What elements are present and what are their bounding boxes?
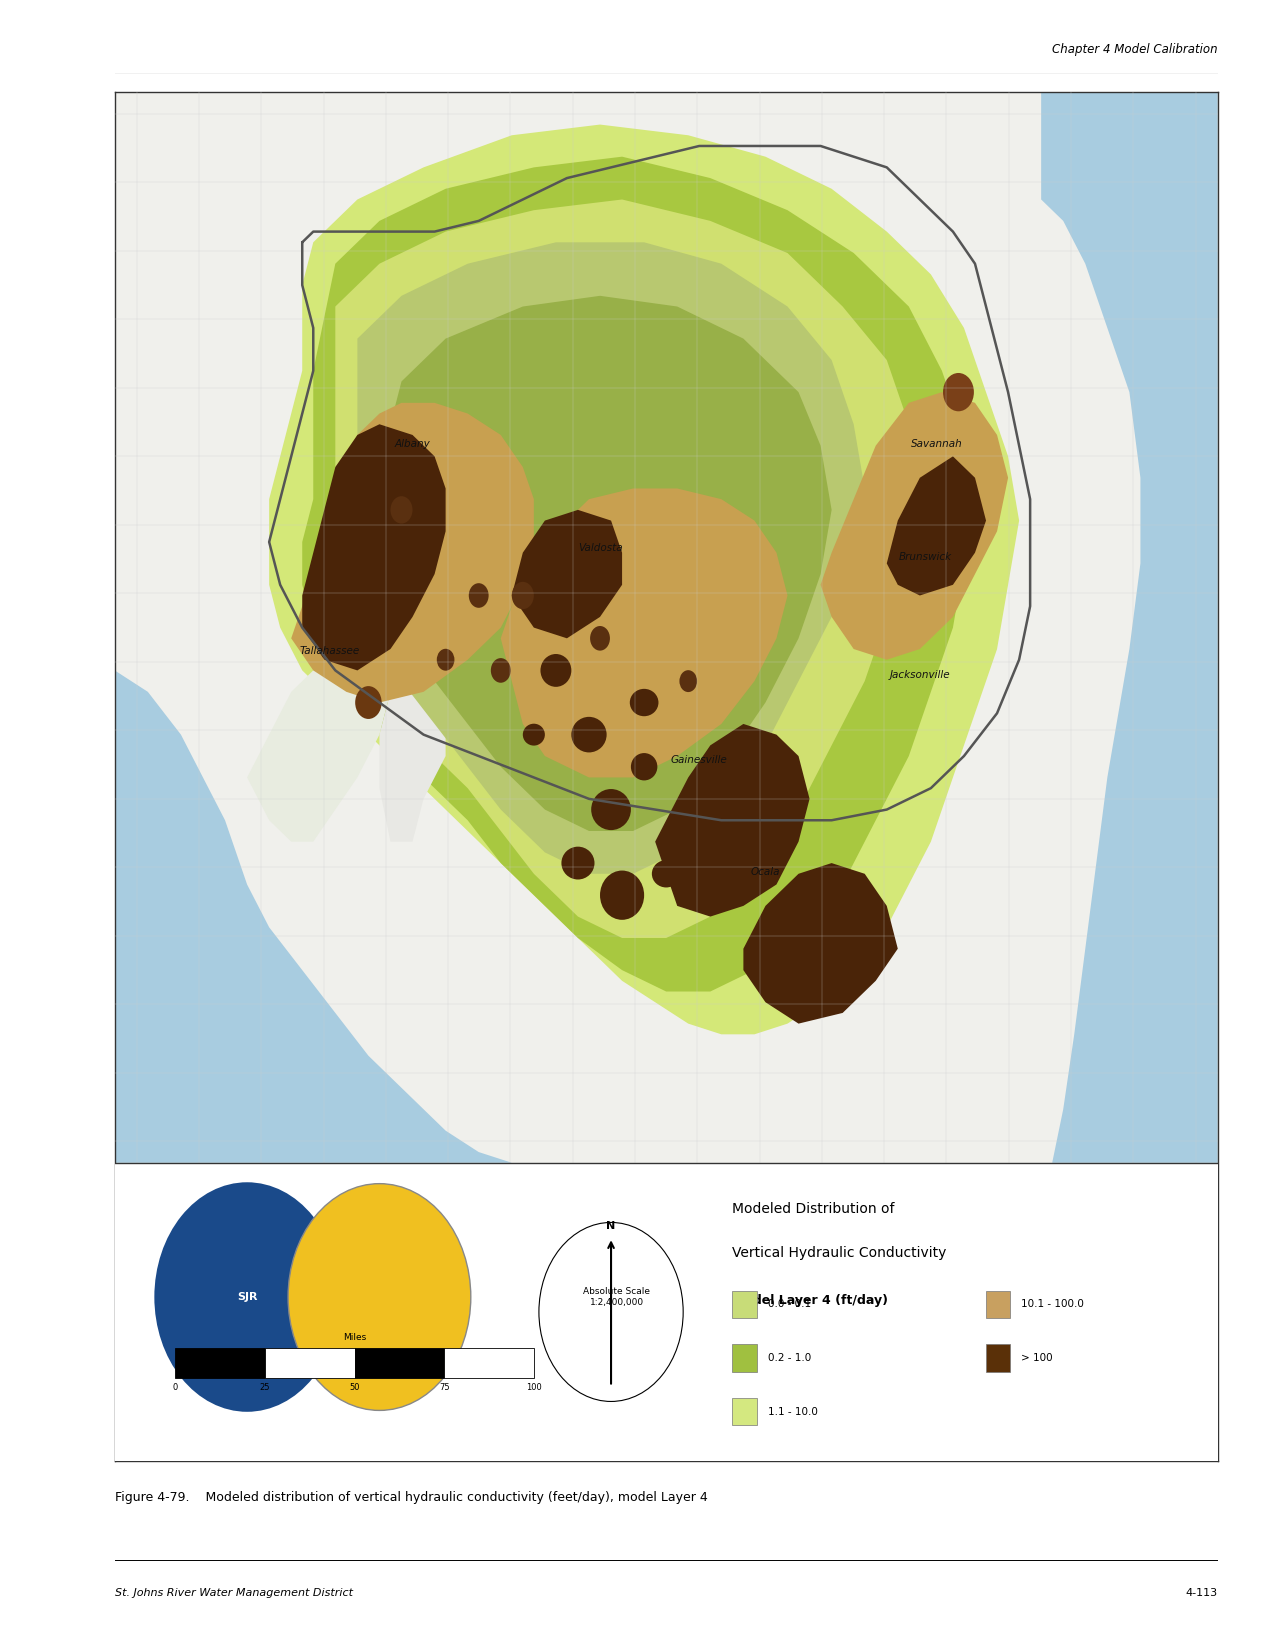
Polygon shape (302, 424, 446, 670)
Polygon shape (335, 200, 919, 938)
Text: 0.2 - 1.0: 0.2 - 1.0 (768, 1352, 811, 1364)
Text: Absolute Scale
1:2,400,000: Absolute Scale 1:2,400,000 (583, 1288, 650, 1306)
Text: Figure 4-79.    Modeled distribution of vertical hydraulic conductivity (feet/da: Figure 4-79. Modeled distribution of ver… (115, 1491, 708, 1504)
Polygon shape (655, 723, 810, 916)
Polygon shape (302, 157, 975, 992)
Text: Ocala: Ocala (751, 867, 780, 877)
Polygon shape (390, 296, 831, 830)
Ellipse shape (601, 870, 644, 920)
Text: Vertical Hydraulic Conductivity: Vertical Hydraulic Conductivity (732, 1247, 947, 1260)
Bar (732, 1398, 756, 1425)
Text: Gainesville: Gainesville (671, 755, 728, 766)
Text: St. Johns River Water Management District: St. Johns River Water Management Distric… (115, 1588, 353, 1598)
Polygon shape (269, 124, 1019, 1034)
Polygon shape (501, 489, 788, 778)
Text: Jacksonville: Jacksonville (890, 670, 950, 680)
Ellipse shape (652, 860, 681, 888)
Bar (986, 1344, 1010, 1372)
Text: 0: 0 (173, 1384, 178, 1392)
Circle shape (437, 649, 454, 670)
Polygon shape (115, 1162, 1218, 1461)
Ellipse shape (592, 789, 631, 830)
Text: SJR: SJR (237, 1293, 258, 1303)
Ellipse shape (571, 717, 607, 753)
Text: 25: 25 (260, 1384, 270, 1392)
Ellipse shape (523, 723, 544, 746)
Circle shape (288, 1184, 470, 1410)
Text: 4-113: 4-113 (1186, 1588, 1218, 1598)
Text: 10.1 - 100.0: 10.1 - 100.0 (1021, 1299, 1084, 1309)
Text: 100: 100 (527, 1384, 542, 1392)
Circle shape (390, 497, 413, 523)
Ellipse shape (541, 654, 571, 687)
Polygon shape (886, 456, 986, 596)
Polygon shape (511, 510, 622, 639)
Ellipse shape (631, 753, 658, 781)
Ellipse shape (561, 847, 594, 880)
Polygon shape (380, 670, 446, 842)
Text: Miles: Miles (343, 1334, 366, 1342)
Circle shape (511, 581, 534, 609)
Circle shape (469, 583, 488, 608)
Circle shape (356, 687, 381, 718)
Polygon shape (291, 403, 534, 703)
Bar (732, 1344, 756, 1372)
Polygon shape (247, 649, 390, 842)
Ellipse shape (630, 688, 658, 717)
Polygon shape (821, 393, 1009, 660)
Text: Modeled Distribution of: Modeled Distribution of (732, 1202, 895, 1215)
Text: 50: 50 (349, 1384, 360, 1392)
Circle shape (590, 626, 609, 650)
Text: Model Layer 4 (ft/day): Model Layer 4 (ft/day) (732, 1294, 889, 1308)
Circle shape (680, 670, 697, 692)
Circle shape (491, 659, 511, 684)
Text: Tallahassee: Tallahassee (300, 646, 360, 655)
Bar (176, 1347, 265, 1377)
Polygon shape (743, 863, 898, 1024)
Bar (444, 1347, 534, 1377)
Bar (354, 1347, 444, 1377)
Circle shape (944, 373, 974, 411)
Bar (986, 1291, 1010, 1317)
Polygon shape (115, 92, 1218, 1162)
Text: Savannah: Savannah (910, 439, 963, 449)
Text: Chapter 4 Model Calibration: Chapter 4 Model Calibration (1052, 43, 1218, 56)
Text: Valdosta: Valdosta (578, 543, 622, 553)
Polygon shape (115, 670, 511, 1162)
Text: 1.1 - 10.0: 1.1 - 10.0 (768, 1407, 817, 1417)
Text: 0.0 - 0.1: 0.0 - 0.1 (768, 1299, 811, 1309)
Bar (265, 1347, 354, 1377)
Text: N: N (607, 1220, 616, 1230)
Polygon shape (357, 243, 864, 873)
Bar (732, 1291, 756, 1317)
Text: Brunswick: Brunswick (899, 551, 952, 561)
Polygon shape (1042, 92, 1218, 1162)
Text: Albany: Albany (395, 439, 431, 449)
Text: 75: 75 (439, 1384, 450, 1392)
Circle shape (156, 1184, 338, 1410)
Text: > 100: > 100 (1021, 1352, 1053, 1364)
